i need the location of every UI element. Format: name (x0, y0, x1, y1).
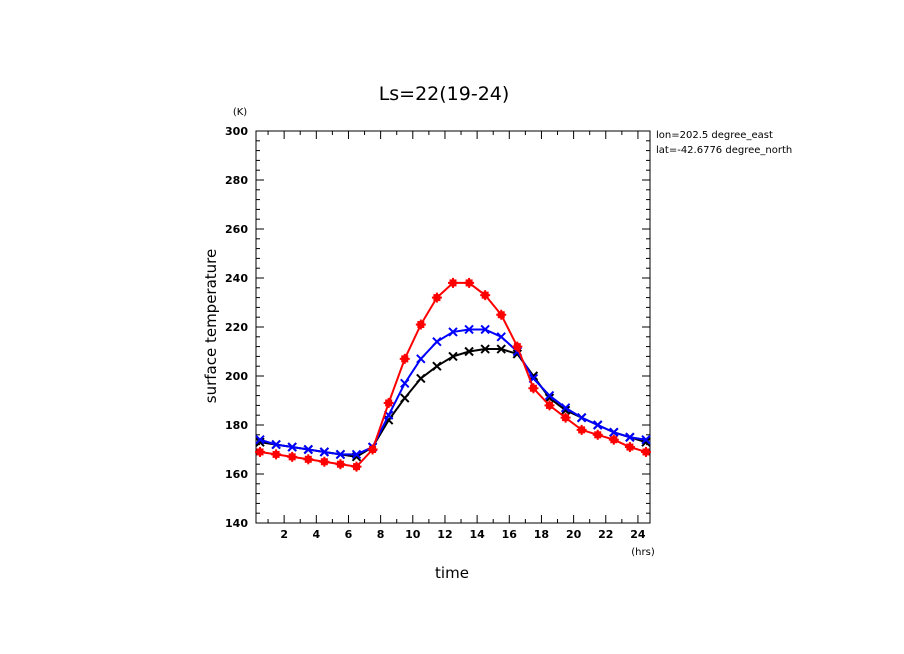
series-line (259, 348, 647, 458)
data-point (416, 373, 426, 384)
chart-title: Ls=22(19-24) (379, 83, 510, 105)
data-point (448, 277, 458, 288)
y-unit-label: (K) (233, 107, 247, 118)
series-2 (255, 277, 651, 472)
data-point (432, 336, 442, 347)
data-point (271, 439, 281, 450)
data-point (367, 444, 378, 455)
y-axis-label: surface temperature (202, 249, 220, 404)
data-point (351, 449, 362, 460)
data-point (496, 332, 506, 342)
data-point (303, 454, 314, 465)
data-point (464, 277, 475, 288)
data-point (399, 353, 410, 364)
series-1 (255, 324, 651, 460)
series-line (259, 328, 647, 456)
y-tick-label: 220 (225, 321, 248, 334)
x-tick-label: 12 (437, 528, 452, 541)
data-point (480, 290, 491, 301)
x-tick-label: 10 (405, 528, 421, 541)
data-point (400, 378, 410, 389)
data-point (576, 412, 587, 423)
data-point (335, 459, 346, 470)
y-tick-label: 260 (225, 223, 248, 236)
x-tick-label: 16 (502, 528, 518, 541)
data-point (625, 432, 635, 442)
data-point (544, 400, 555, 411)
data-point (351, 461, 362, 472)
data-point (432, 361, 442, 371)
data-point (480, 344, 490, 354)
data-point (319, 447, 330, 457)
data-point (383, 397, 394, 408)
x-tick-label: 6 (345, 528, 353, 541)
data-point (640, 446, 651, 457)
y-tick-label: 200 (225, 370, 248, 383)
x-tick-label: 2 (280, 528, 288, 541)
data-point (544, 390, 555, 401)
data-point (480, 324, 490, 335)
plot-frame (255, 130, 651, 524)
data-point (431, 292, 442, 303)
x-tick-label: 14 (469, 528, 485, 541)
data-point (287, 451, 298, 462)
y-tick-label: 280 (225, 174, 248, 187)
y-tick-label: 240 (225, 272, 248, 285)
data-point (464, 324, 474, 335)
data-point (641, 434, 651, 445)
annotation-lat: lat=-42.6776 degree_north (656, 145, 792, 156)
data-point (271, 449, 282, 460)
x-tick-label: 4 (312, 528, 320, 541)
y-tick-label: 160 (225, 468, 248, 481)
data-point (560, 403, 571, 413)
data-point (303, 444, 313, 455)
x-tick-label: 18 (534, 528, 549, 541)
data-point (400, 393, 410, 403)
data-point (560, 412, 571, 423)
data-point (255, 434, 265, 445)
data-point (544, 393, 555, 403)
y-tick-label: 300 (225, 125, 248, 138)
annotation-lon: lon=202.5 degree_east (656, 130, 773, 141)
series-line (259, 281, 647, 468)
data-point (512, 341, 523, 352)
data-point (624, 442, 635, 453)
x-tick-label: 20 (566, 528, 582, 541)
data-point (416, 354, 426, 364)
y-tick-label: 140 (225, 517, 248, 530)
data-point (593, 420, 603, 430)
data-point (496, 309, 507, 320)
data-point (592, 429, 603, 440)
data-point (448, 351, 458, 362)
data-point (319, 456, 330, 467)
data-point (464, 346, 474, 357)
x-unit-label: (hrs) (631, 547, 655, 558)
x-axis-label: time (435, 564, 469, 582)
data-point (560, 405, 571, 416)
data-point (448, 327, 458, 337)
x-tick-label: 8 (377, 528, 385, 541)
data-point (576, 424, 587, 435)
data-point (609, 427, 619, 438)
data-point (608, 434, 619, 445)
data-point (255, 446, 266, 457)
x-tick-label: 22 (598, 528, 613, 541)
data-point (415, 319, 426, 330)
y-tick-label: 180 (225, 419, 248, 432)
data-point (287, 442, 297, 452)
series-0 (255, 344, 651, 462)
data-point (496, 344, 506, 354)
data-point (335, 449, 346, 460)
series-layer (255, 277, 651, 472)
x-tick-label: 24 (630, 528, 646, 541)
data-point (528, 383, 539, 394)
